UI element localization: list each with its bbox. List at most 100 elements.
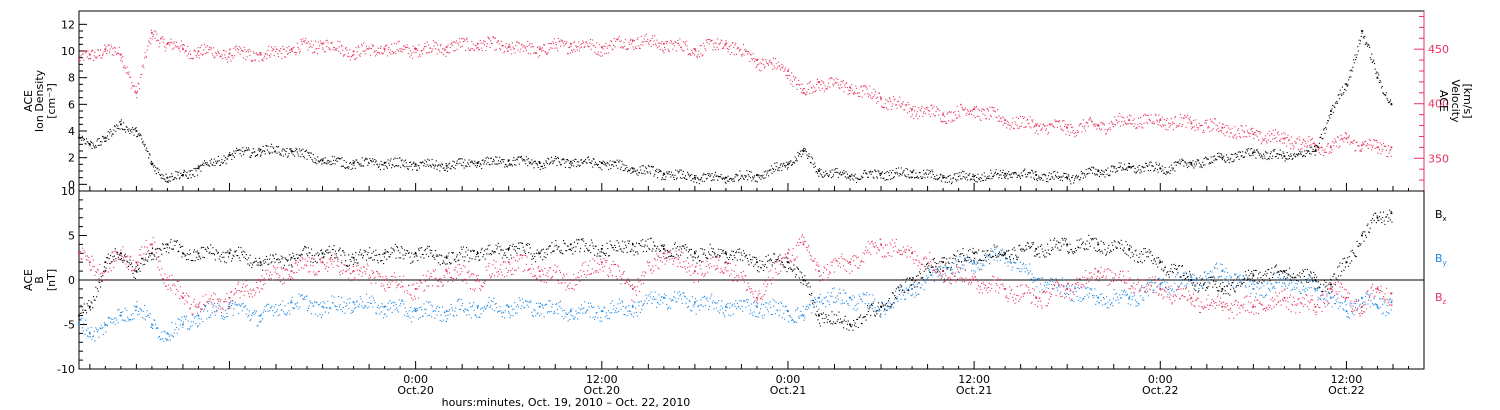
density-sample: [499, 160, 502, 162]
density-sample: [412, 162, 414, 164]
by-sample: [200, 318, 202, 320]
velocity-sample: [1246, 130, 1249, 132]
density-sample: [632, 171, 634, 173]
density-sample: [1336, 100, 1338, 103]
density-sample: [870, 173, 872, 175]
density-sample: [905, 167, 907, 170]
density-sample: [859, 178, 861, 180]
velocity-sample: [1237, 129, 1239, 132]
velocity-sample: [134, 91, 136, 93]
velocity-sample: [408, 47, 410, 49]
density-sample: [623, 164, 625, 166]
velocity-sample: [962, 108, 964, 110]
density-sample: [118, 128, 120, 130]
by-point: [1097, 296, 1100, 299]
velocity-sample: [700, 53, 702, 55]
magnetic-left-tick-label: 10: [61, 185, 75, 198]
velocity-sample: [1133, 118, 1135, 120]
by-sample: [679, 295, 681, 297]
velocity-sample: [762, 59, 764, 61]
density-sample: [417, 164, 419, 167]
velocity-sample: [835, 77, 837, 79]
velocity-sample: [1281, 142, 1283, 144]
velocity-sample: [513, 48, 515, 50]
velocity-sample: [1007, 124, 1009, 126]
by-point: [1314, 288, 1317, 290]
density-sample: [251, 152, 253, 154]
velocity-sample: [611, 48, 613, 50]
by-sample: [830, 292, 832, 294]
density-sample: [396, 157, 398, 160]
density-sample: [540, 165, 542, 167]
velocity-sample: [136, 97, 138, 99]
velocity-sample: [763, 64, 765, 66]
by-sample: [666, 303, 668, 305]
velocity-sample: [232, 57, 234, 59]
density-sample: [968, 174, 970, 176]
by-sample: [314, 301, 316, 303]
velocity-sample: [347, 55, 349, 57]
velocity-sample: [852, 92, 854, 94]
velocity-sample: [1252, 127, 1254, 129]
velocity-sample: [277, 53, 279, 55]
velocity-sample: [1152, 120, 1154, 122]
density-sample: [441, 163, 443, 165]
velocity-sample: [116, 52, 118, 54]
density-sample: [661, 177, 664, 179]
velocity-sample: [1292, 144, 1294, 146]
density-sample: [563, 159, 565, 161]
density-sample: [910, 176, 912, 178]
density-point: [259, 148, 262, 151]
by-sample: [379, 313, 381, 315]
density-sample: [1314, 154, 1316, 156]
density-sample: [183, 171, 185, 173]
velocity-sample: [905, 105, 907, 107]
by-sample: [836, 295, 838, 297]
density-sample: [220, 161, 222, 163]
by-sample: [118, 308, 120, 311]
velocity-sample: [657, 42, 659, 44]
density-sample: [706, 177, 708, 179]
by-point: [725, 305, 727, 308]
velocity-sample: [1231, 127, 1233, 129]
density-sample: [888, 175, 890, 177]
density-sample: [391, 164, 393, 166]
by-sample: [265, 304, 268, 307]
by-sample: [839, 292, 842, 294]
by-sample: [124, 307, 126, 310]
density-sample: [294, 150, 296, 152]
density-sample: [109, 132, 111, 134]
density-sample: [1079, 179, 1081, 181]
by-sample: [687, 305, 689, 308]
velocity-sample: [81, 53, 83, 55]
density-sample: [1267, 157, 1269, 159]
velocity-sample: [1258, 139, 1260, 141]
velocity-sample: [367, 48, 369, 50]
velocity-sample: [284, 56, 286, 58]
velocity-sample: [1127, 122, 1129, 125]
by-sample: [215, 311, 217, 313]
density-sample: [889, 170, 891, 172]
velocity-sample: [1233, 135, 1235, 137]
velocity-sample: [1074, 136, 1076, 138]
velocity-sample: [827, 86, 829, 88]
density-sample: [145, 149, 147, 151]
density-sample: [1065, 172, 1067, 175]
density-sample: [89, 145, 91, 147]
by-sample: [454, 310, 456, 312]
density-sample: [566, 159, 568, 161]
velocity-sample: [250, 50, 252, 52]
by-sample: [438, 310, 440, 313]
by-sample: [135, 309, 137, 311]
density-sample: [453, 161, 455, 163]
density-sample: [1100, 173, 1102, 176]
velocity-sample: [1150, 114, 1152, 116]
velocity-sample: [262, 60, 264, 62]
velocity-sample: [479, 40, 481, 42]
density-sample: [308, 155, 310, 157]
velocity-sample: [225, 50, 227, 52]
density-sample: [1061, 176, 1063, 178]
density-sample: [671, 174, 673, 176]
velocity-sample: [1302, 141, 1304, 144]
